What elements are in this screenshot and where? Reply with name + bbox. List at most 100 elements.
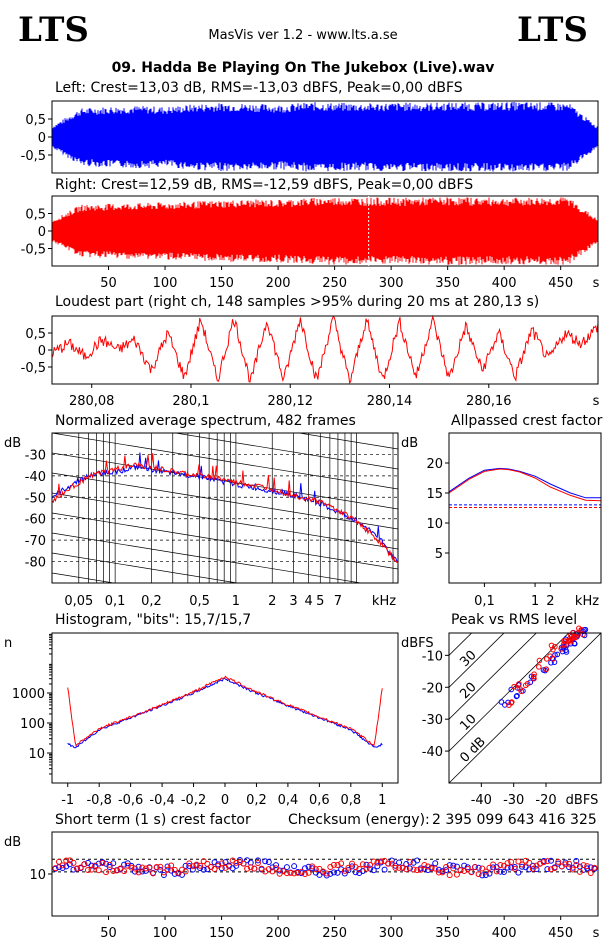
short-crest-point <box>497 861 504 868</box>
short-crest-point <box>254 857 261 864</box>
crest-ylabel: dB <box>401 436 418 451</box>
peak-rms-point <box>562 638 568 644</box>
spectrum-xtick-label: 3 <box>289 594 297 609</box>
short-crest-point <box>63 857 70 864</box>
peak-rms-point <box>506 702 512 708</box>
peak-rms-point <box>536 664 542 670</box>
short-crest-xtick-label: 450 <box>548 926 573 941</box>
short-crest-point <box>171 870 178 877</box>
right-waveform-ytick-label: -0,5 <box>21 243 46 258</box>
short-crest-point <box>511 865 518 872</box>
short-crest-point <box>428 865 435 872</box>
loudest-xtick-label: 280,16 <box>466 394 512 409</box>
right-waveform-signal <box>51 197 598 265</box>
short-crest-point <box>587 864 594 871</box>
spectrum-ytick-label: -50 <box>25 491 46 506</box>
crest-frame <box>448 432 602 584</box>
hist-ylabel: n <box>4 636 12 651</box>
peak-rms-ytick-label: -30 <box>422 713 443 728</box>
short-crest-point <box>222 864 229 871</box>
short-crest-point <box>349 860 356 867</box>
peak-rms-xtick-label: -40 <box>471 793 492 808</box>
peak-rms-xlabel: dBFS <box>566 793 599 808</box>
short-crest-point <box>251 865 258 872</box>
short-crest-point <box>273 862 280 869</box>
spectrum-slope-lines <box>52 433 398 789</box>
short-crest-point <box>70 866 77 873</box>
peak-rms-point <box>571 633 577 640</box>
short-crest-point <box>330 861 337 868</box>
short-crest-point <box>106 861 113 868</box>
spectrum-xtick-label: 0,5 <box>189 594 210 609</box>
short-crest-point <box>269 868 276 875</box>
hist-xtick-label: -0,8 <box>86 793 111 808</box>
right-waveform-ytick-label: 0,5 <box>25 208 46 223</box>
spectrum-xtick-label: 0,1 <box>105 594 126 609</box>
spectrum-slope-line <box>52 433 398 490</box>
short-crest-point <box>363 865 370 872</box>
peak-rms-point <box>511 683 517 690</box>
short-crest-point <box>139 868 146 875</box>
short-crest-point <box>218 860 225 867</box>
time-tick-label: 150 <box>209 276 234 291</box>
right-waveform-series <box>51 197 598 265</box>
short-crest-point <box>450 865 457 872</box>
spectrum-slope-line <box>52 733 398 789</box>
short-crest-point <box>229 857 236 864</box>
short-crest-point <box>493 868 500 875</box>
peak-rms-point <box>536 657 543 664</box>
short-crest-point <box>526 866 533 873</box>
short-crest-point <box>566 860 573 867</box>
left-waveform-ytick-label: -0,5 <box>21 149 46 164</box>
loudest-part-line <box>51 314 599 384</box>
loudest-xtick-label: 280,12 <box>268 394 314 409</box>
short-crest-point <box>305 863 312 870</box>
short-crest-point <box>573 861 580 868</box>
short-crest-point <box>547 866 554 873</box>
spectrum-xtick-label: 7 <box>334 594 342 609</box>
peak-rms-point <box>580 631 586 638</box>
short-crest-point <box>464 864 471 871</box>
short-crest-point <box>135 869 142 876</box>
short-crest-point <box>197 862 204 869</box>
time-tick-label: 300 <box>379 276 404 291</box>
short-crest-point <box>95 867 102 874</box>
peak-rms-ytick-label: -10 <box>422 649 443 664</box>
spectrum-left-line <box>51 452 399 562</box>
short-crest-point <box>121 868 128 875</box>
crest-left-line <box>448 467 601 499</box>
short-crest-point <box>573 858 580 865</box>
short-crest-point <box>406 865 413 872</box>
short-crest-point <box>131 865 138 872</box>
time-axis-unit: s <box>593 276 600 291</box>
short-crest-point <box>171 866 178 873</box>
time-tick-label: 400 <box>492 276 517 291</box>
short-crest-point <box>475 864 482 871</box>
hist-frame <box>51 632 399 784</box>
time-tick-label: 200 <box>266 276 291 291</box>
short-crest-point <box>396 864 403 871</box>
peak-rms-point <box>576 625 582 632</box>
left-waveform-signal <box>51 101 598 172</box>
short-crest-point <box>537 860 544 867</box>
short-crest-point <box>377 858 384 865</box>
spectrum-ytick-label: -30 <box>25 448 46 463</box>
spectrum-right-line <box>51 453 399 564</box>
crest-ytick-label: 20 <box>426 457 443 472</box>
short-crest-point <box>189 866 196 873</box>
short-crest-point <box>515 869 522 876</box>
short-crest-point <box>305 869 312 876</box>
left-waveform-ytick-label: 0,5 <box>25 113 46 128</box>
peak-rms-point <box>561 641 567 647</box>
short-crest-point <box>233 859 240 866</box>
hist-xtick-label: -1 <box>61 793 74 808</box>
hist-xtick-label: -0,4 <box>149 793 174 808</box>
spectrum-ylabel: dB <box>4 436 21 451</box>
spectrum-xtick-label: 1 <box>232 594 240 609</box>
short-crest-point <box>106 864 113 871</box>
short-crest-point <box>399 864 406 871</box>
short-crest-point <box>66 861 73 868</box>
peak-rms-point <box>573 634 579 640</box>
peak-rms-right-points <box>506 625 586 708</box>
short-crest-point <box>150 870 157 877</box>
